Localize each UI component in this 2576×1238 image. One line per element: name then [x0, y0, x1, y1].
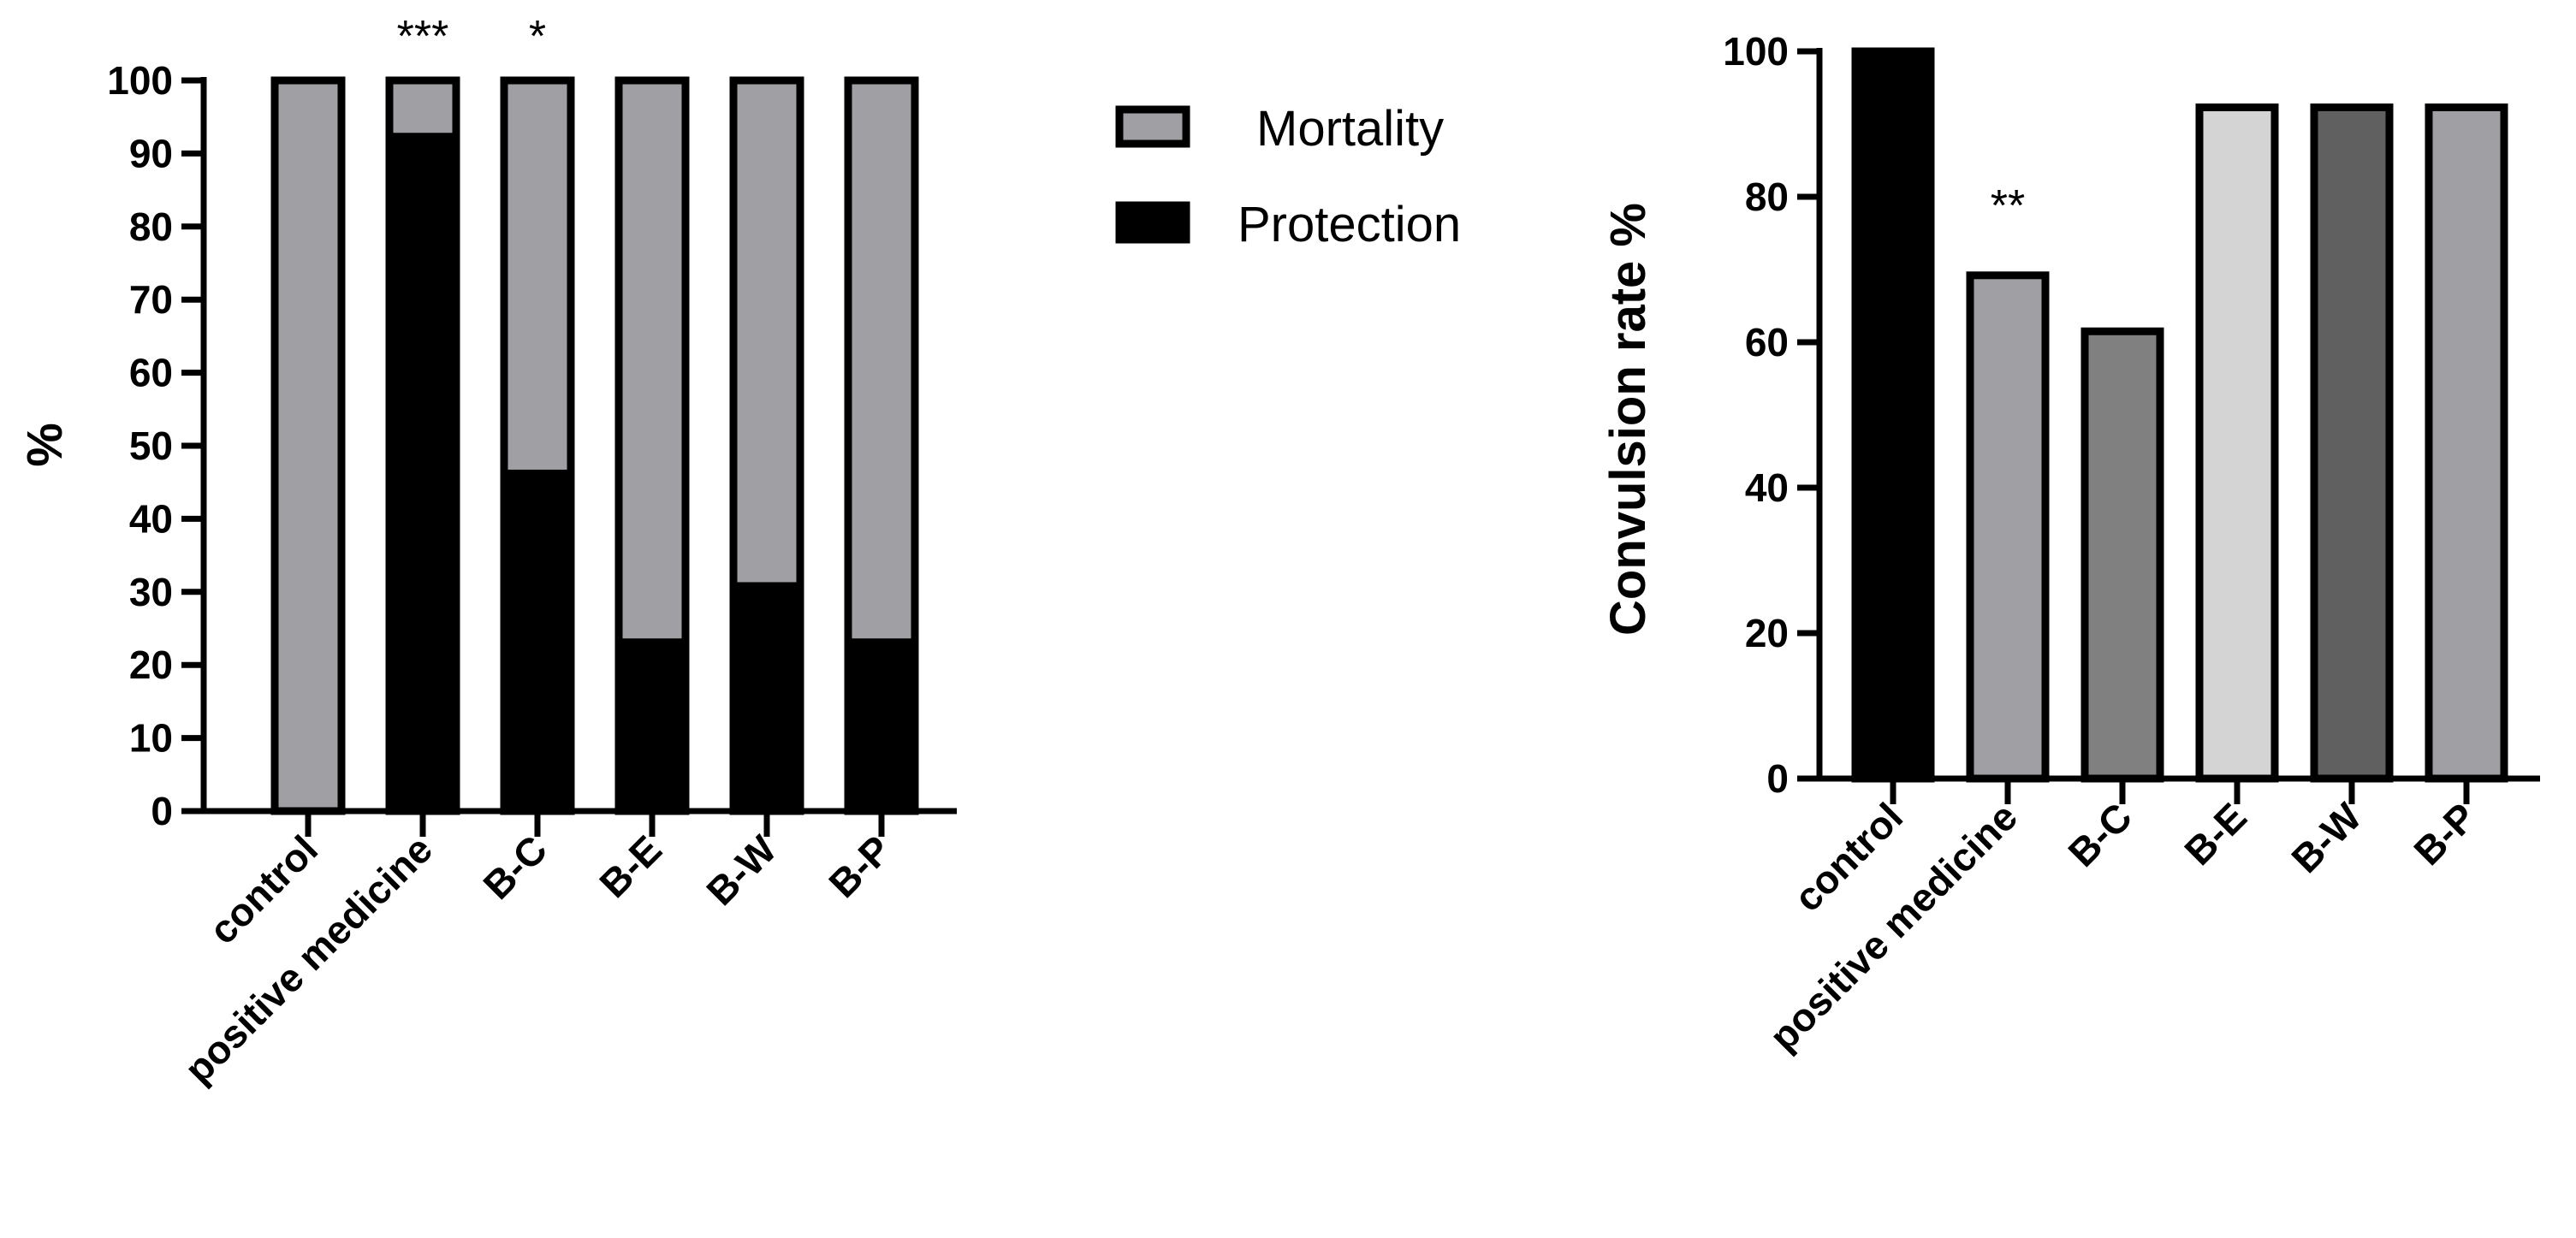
bar-b-p [2425, 103, 2508, 783]
y-tick-label: 90 [129, 131, 173, 175]
bar-protection-positive-medicine [385, 133, 460, 815]
y-tick-label: 100 [1723, 29, 1789, 74]
legend-swatch-mortality [1115, 105, 1190, 148]
y-tick-label: 0 [151, 789, 173, 833]
y-tick-label: 60 [129, 351, 173, 395]
y-tick-label: 30 [129, 570, 173, 614]
y-tick-label: 80 [1745, 175, 1789, 219]
y-tick-label: 70 [129, 277, 173, 322]
bar-mortality-control [270, 76, 346, 815]
bar-protection-b-e [614, 638, 690, 815]
y-tick-label: 50 [129, 424, 173, 468]
y-tick-label: 20 [129, 643, 173, 687]
bar-b-e [2195, 103, 2279, 783]
y-tick-label: 80 [129, 204, 173, 249]
y-tick-label: 20 [1745, 611, 1789, 655]
significance-annotation: *** [397, 12, 449, 62]
y-tick-label: 0 [1766, 756, 1789, 801]
y-tick-label: 40 [1745, 465, 1789, 510]
y-axis-title: % [17, 423, 73, 467]
legend-label-mortality: Mortality [1256, 101, 1444, 157]
y-tick-label: 100 [107, 58, 173, 103]
y-tick-label: 10 [129, 716, 173, 761]
bar-protection-b-w [729, 582, 804, 815]
bar-control [1851, 47, 1935, 783]
bar-positive-medicine [1966, 271, 2050, 783]
bar-protection-b-p [844, 638, 919, 815]
bar-b-w [2310, 103, 2394, 783]
legend-label-protection: Protection [1238, 197, 1461, 252]
significance-annotation: * [529, 12, 546, 62]
y-axis-title: Convulsion rate % [1600, 203, 1656, 636]
y-tick-label: 60 [1745, 320, 1789, 364]
significance-annotation: ** [1991, 181, 2025, 231]
y-tick-label: 40 [129, 496, 173, 541]
bar-protection-b-c [500, 469, 575, 815]
bar-b-c [2080, 327, 2164, 783]
legend: Mortality Protection [1115, 101, 1461, 252]
legend-swatch-protection [1115, 201, 1190, 244]
